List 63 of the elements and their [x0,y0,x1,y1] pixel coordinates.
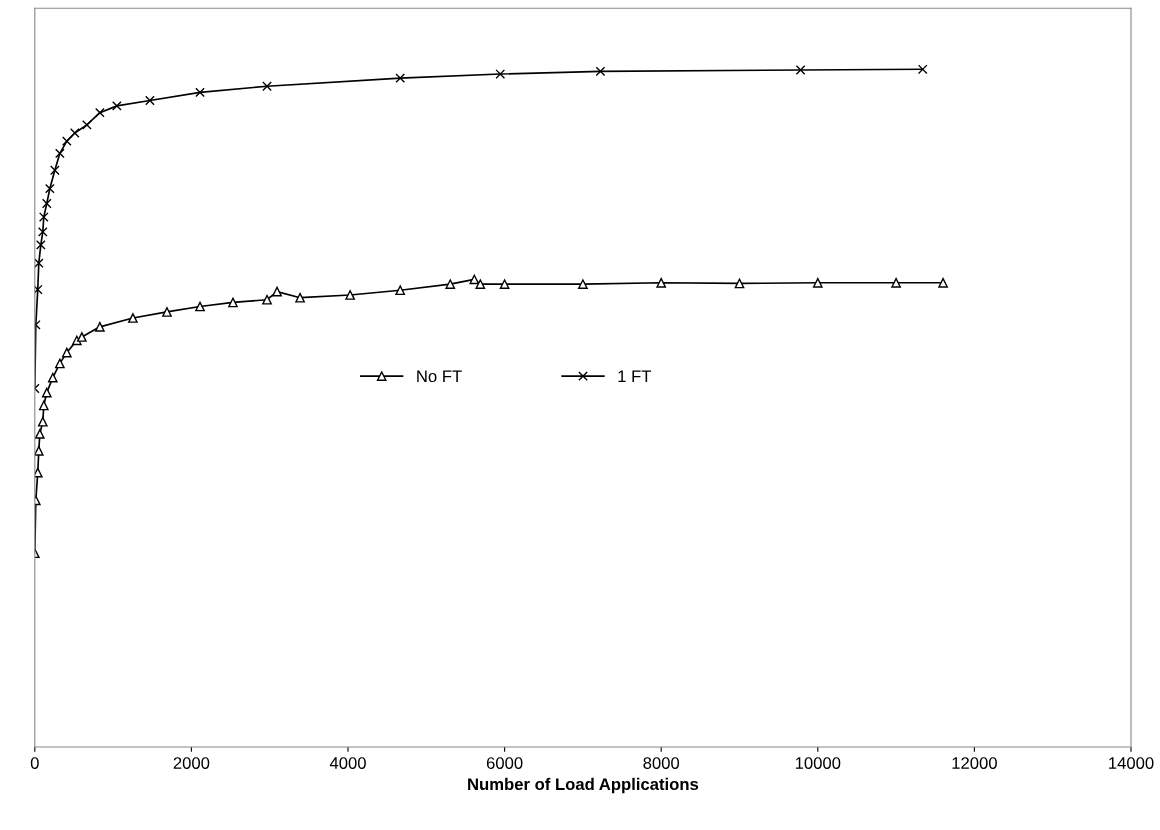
point [395,285,406,296]
point [111,101,122,111]
point [469,274,480,285]
point [35,239,46,250]
point [34,467,43,478]
point [595,66,606,77]
x-tick-label: 8000 [643,757,680,769]
point [61,347,72,358]
point [38,400,49,411]
point [34,445,44,456]
x-tick-label: 4000 [329,757,366,769]
point [228,297,238,308]
point [812,277,823,288]
point [445,279,456,289]
point [262,81,272,92]
legend-label: No FT [417,370,462,383]
point [917,64,928,75]
point [38,212,49,222]
point [41,387,52,398]
point [395,73,406,83]
point [128,313,138,323]
x-tick-label: 12000 [952,757,997,769]
point [82,120,92,130]
point [578,279,588,289]
point [495,69,506,79]
point [499,279,510,289]
point [44,183,55,194]
point [54,358,65,369]
point [95,107,105,118]
point [34,284,43,295]
point [76,332,87,342]
point [795,65,806,75]
x-tick-label: 6000 [486,757,523,769]
point [34,429,45,439]
point [475,279,486,289]
x-tick-label: 2000 [173,757,210,769]
point [49,165,60,176]
point [891,277,901,288]
x-tick-label: 10000 [795,757,841,769]
point [345,290,355,300]
point [69,128,80,138]
point [41,198,52,209]
point [272,286,282,297]
point [262,294,272,305]
x-tick-label: 0 [30,757,39,769]
point [734,278,745,289]
point [54,148,65,159]
legend-label: 1 FT [618,370,652,382]
point [162,307,172,317]
point [295,292,305,303]
point [195,301,205,312]
point [47,372,58,383]
x-axis-title: Number of Load Applications [468,777,699,794]
point [145,95,155,106]
point [195,87,205,98]
point [656,277,667,288]
point [938,277,948,288]
point [61,136,72,146]
point [34,258,44,268]
point [37,416,48,427]
point [95,321,105,332]
x-tick-label: 14000 [1109,757,1154,769]
point [37,227,48,237]
